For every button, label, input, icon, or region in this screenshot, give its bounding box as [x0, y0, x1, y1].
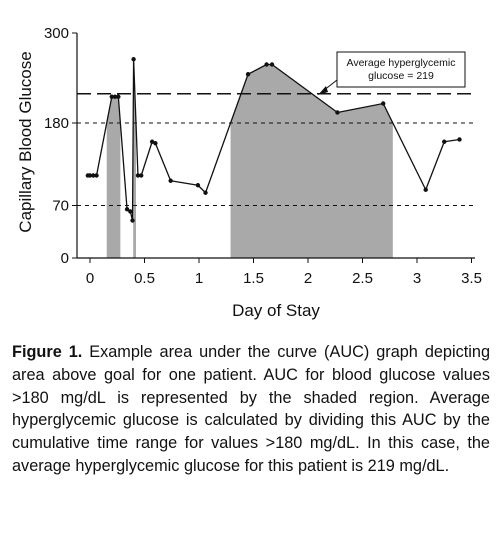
- glucose-data-point: [264, 62, 269, 67]
- glucose-data-point: [381, 101, 386, 106]
- y-tick-label: 180: [44, 115, 69, 132]
- annotation-box: [336, 51, 466, 88]
- glucose-data-point: [195, 183, 201, 188]
- shaded-auc-region: [106, 96, 121, 258]
- glucose-data-point: [245, 72, 251, 77]
- x-tick-label: 3.5: [461, 270, 482, 287]
- glucose-data-point: [139, 173, 144, 178]
- glucose-data-point: [203, 190, 208, 195]
- glucose-data-point: [130, 218, 135, 223]
- glucose-data-point: [94, 173, 99, 178]
- figure-caption: Figure 1. Example area under the curve (…: [12, 341, 490, 478]
- axes: [76, 33, 475, 259]
- x-tick-label: 0: [86, 270, 94, 287]
- glucose-data-point: [153, 141, 158, 146]
- y-tick-label: 0: [61, 250, 69, 267]
- y-axis-label: Capillary Blood Glucose: [16, 51, 35, 232]
- glucose-data-point: [128, 209, 133, 214]
- auc-shaded-region: [106, 59, 393, 258]
- glucose-series: [85, 57, 462, 223]
- glucose-data-point: [335, 110, 340, 115]
- x-tick-label: 0.5: [134, 270, 155, 287]
- x-tick-label: 2.5: [352, 270, 373, 287]
- annotation-arrowhead: [318, 86, 328, 95]
- x-axis-label: Day of Stay: [232, 301, 320, 320]
- glucose-data-point: [135, 173, 141, 178]
- glucose-data-point: [149, 139, 155, 144]
- glucose-data-point: [131, 57, 136, 62]
- glucose-data-point: [124, 207, 130, 212]
- glucose-data-point: [442, 139, 447, 144]
- figure-caption-label: Figure 1.: [12, 343, 83, 361]
- glucose-data-point: [457, 137, 462, 142]
- glucose-data-point: [91, 173, 96, 178]
- glucose-data-point: [168, 178, 173, 183]
- figure-caption-text: Example area under the curve (AUC) graph…: [12, 343, 490, 475]
- y-tick-label: 300: [44, 25, 69, 42]
- glucose-data-point: [112, 94, 118, 99]
- glucose-data-point: [116, 94, 121, 99]
- ticks: 0 0.5 1 1.5 2 2.5 3 3.5 0 70 180 300: [44, 25, 482, 287]
- y-tick-label: 70: [52, 198, 69, 215]
- reference-lines: [77, 92, 475, 207]
- glucose-data-point: [269, 62, 275, 67]
- glucose-data-point: [87, 173, 93, 178]
- annotation-line-2: glucose = 219: [368, 70, 434, 82]
- auc-chart: 0 0.5 1 1.5 2 2.5 3 3.5 0 70 180 300 Average hyperg…: [16, 25, 482, 320]
- shaded-auc-region: [230, 64, 393, 258]
- glucose-data-point: [423, 187, 428, 192]
- glucose-data-point: [109, 94, 115, 99]
- x-tick-label: 3: [413, 270, 421, 287]
- x-tick-label: 1.5: [243, 270, 264, 287]
- annotation-line-1: Average hyperglycemic: [347, 57, 456, 69]
- x-tick-label: 1: [195, 270, 203, 287]
- annotation-callout: Average hyperglycemic glucose = 219: [318, 51, 466, 95]
- x-tick-label: 2: [304, 270, 312, 287]
